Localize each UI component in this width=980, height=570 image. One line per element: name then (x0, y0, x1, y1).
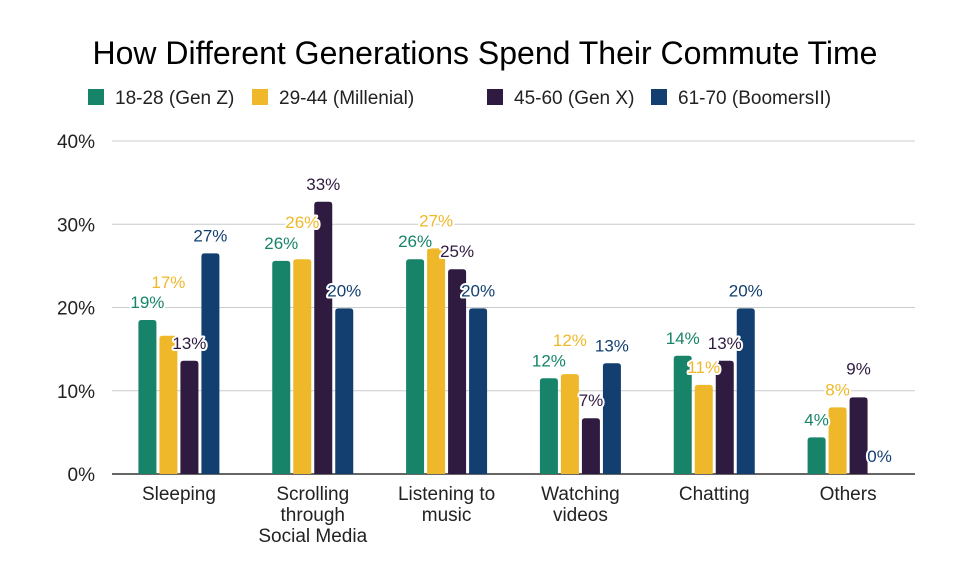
bar (272, 260, 291, 474)
x-tick-label: Sleeping (142, 484, 216, 505)
data-label: 14% (666, 329, 700, 348)
data-labels: 19%17%13%27% 26%26%33%20%26%27%25%20%12%1… (128, 173, 893, 468)
y-tick-label: 40% (57, 132, 95, 153)
bar (406, 259, 425, 474)
legend-swatch (487, 89, 503, 105)
bar (736, 308, 755, 474)
legend-swatch (88, 89, 104, 105)
legend: 18-28 (Gen Z) 29-44 (Millenial) 45-60 (Gen… (88, 88, 831, 109)
y-tick-label: 0% (68, 465, 96, 486)
data-label: 17% (151, 273, 185, 292)
x-tick-label: Chatting (679, 484, 750, 505)
x-tick-label: Others (820, 484, 877, 505)
bar (849, 397, 868, 474)
x-tick-label: videos (553, 505, 608, 526)
bar (201, 253, 220, 474)
legend-label: 45-60 (Gen X) (514, 88, 634, 109)
bars (138, 201, 868, 474)
y-tick-label: 10% (57, 382, 95, 403)
bar (694, 384, 713, 474)
bar (427, 248, 446, 474)
bar (138, 319, 157, 474)
data-label: 13% (595, 336, 629, 355)
data-label: 9% (846, 359, 871, 378)
legend-label: 61-70 (BoomersII) (678, 88, 831, 109)
bar (159, 335, 178, 474)
x-tick-label: Watching (541, 484, 620, 505)
chart-title: How Different Generations Spend Their Co… (93, 35, 878, 71)
data-label: 12% (553, 331, 587, 350)
bar (828, 407, 847, 474)
y-tick-label: 20% (57, 299, 95, 320)
x-tick-label: Social Media (258, 526, 367, 547)
x-tick-label: Listening to (398, 484, 495, 505)
x-tick-label: through (281, 505, 345, 526)
bar (673, 355, 692, 474)
legend-label: 29-44 (Millenial) (279, 88, 414, 109)
gridlines: 0% 10% 20% 30% 40% (57, 132, 915, 486)
bar (581, 418, 600, 474)
data-label: 26% (398, 232, 432, 251)
data-label: 13% (708, 334, 742, 353)
data-label: 27% (193, 226, 227, 245)
data-label: 13% (172, 334, 206, 353)
data-label: 20% (327, 281, 361, 300)
data-label: 27% (419, 211, 453, 230)
data-label: 12% (532, 351, 566, 370)
bar (602, 363, 621, 474)
data-label: 7% (579, 391, 604, 410)
data-label: 33% (306, 175, 340, 194)
bar (539, 378, 558, 474)
data-label: 8% (825, 380, 850, 399)
data-label: 25% (440, 242, 474, 261)
legend-swatch (651, 89, 667, 105)
bar (335, 308, 354, 474)
data-label: 19% (130, 293, 164, 312)
data-label: 20% (461, 281, 495, 300)
bar (715, 360, 734, 474)
bar (293, 259, 312, 474)
bar (469, 308, 488, 474)
data-label: 20% (729, 281, 763, 300)
data-label: 11% (687, 358, 720, 377)
x-tick-label: music (422, 505, 472, 526)
bar (807, 437, 826, 474)
data-label: 26% (264, 234, 298, 253)
bar (560, 374, 579, 474)
legend-label: 18-28 (Gen Z) (115, 88, 234, 109)
legend-swatch (252, 89, 268, 105)
data-label: 26% (285, 213, 319, 232)
data-label: 4% (804, 410, 829, 429)
data-label: 0% (867, 447, 892, 466)
bar (314, 201, 333, 474)
bar (448, 269, 467, 474)
bar (180, 360, 199, 474)
y-tick-label: 30% (57, 215, 95, 236)
x-tick-label: Scrolling (276, 484, 349, 505)
